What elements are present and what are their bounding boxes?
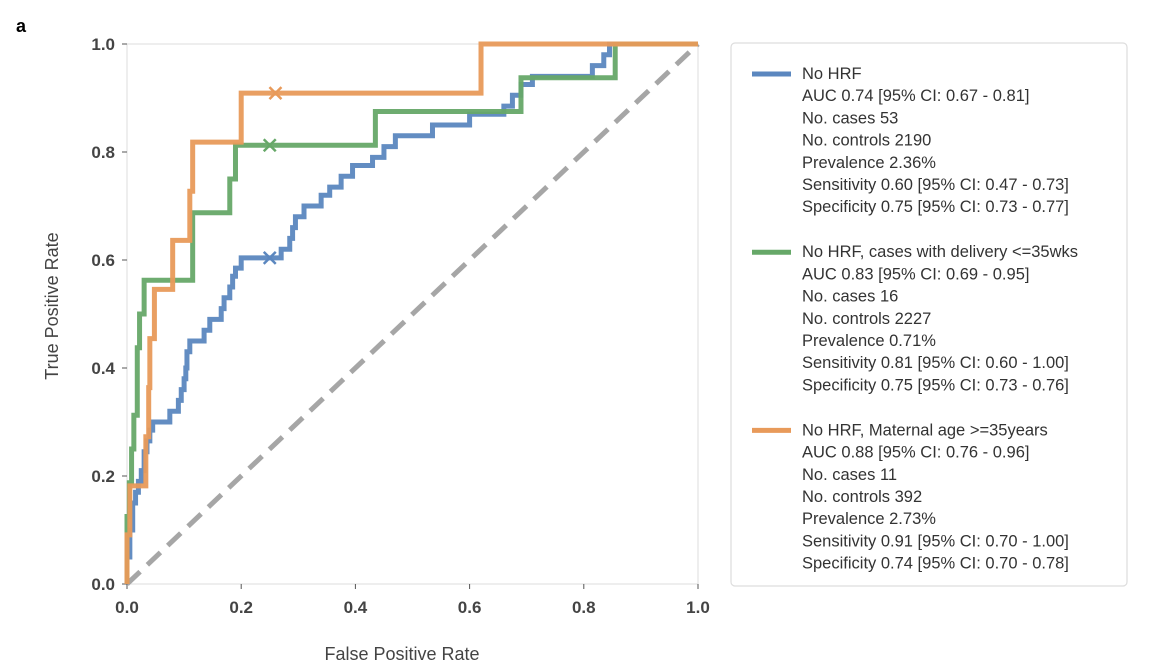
x-tick-label: 0.4 <box>344 598 368 617</box>
legend-entry-3: No HRF, Maternal age >=35years AUC 0.88 [… <box>752 421 1069 573</box>
legend-stat-line: Prevalence 2.36% <box>802 154 936 172</box>
legend-stat-line: No. controls 2227 <box>802 310 931 328</box>
y-tick-label: 0.2 <box>91 467 115 486</box>
y-axis: 0.0 0.2 0.4 0.6 0.8 1.0 <box>91 35 127 594</box>
legend-stat-line: Specificity 0.75 [95% CI: 0.73 - 0.77] <box>802 198 1069 216</box>
legend-stat-line: No. controls 392 <box>802 488 922 506</box>
legend-frame <box>730 42 1128 587</box>
legend: No HRF AUC 0.74 [95% CI: 0.67 - 0.81] No. … <box>730 42 1128 587</box>
legend-stat-line: Prevalence 2.73% <box>802 510 936 528</box>
legend-stat-line: Sensitivity 0.60 [95% CI: 0.47 - 0.73] <box>802 176 1069 194</box>
x-tick-label: 0.8 <box>572 598 596 617</box>
legend-stat-line: Specificity 0.75 [95% CI: 0.73 - 0.76] <box>802 376 1069 394</box>
legend-stat-line: AUC 0.74 [95% CI: 0.67 - 0.81] <box>802 87 1029 105</box>
y-tick-label: 0.8 <box>91 143 115 162</box>
legend-entry-1: No HRF AUC 0.74 [95% CI: 0.67 - 0.81] No. … <box>752 65 1069 216</box>
legend-stat-line: Specificity 0.74 [95% CI: 0.70 - 0.78] <box>802 555 1069 573</box>
legend-stat-line: Sensitivity 0.81 [95% CI: 0.60 - 1.00] <box>802 354 1069 372</box>
x-axis: 0.0 0.2 0.4 0.6 0.8 1.0 <box>115 584 710 617</box>
series-layer <box>124 41 698 584</box>
legend-entry-2: No HRF, cases with delivery <=35wks AUC 0… <box>752 243 1078 394</box>
x-tick-label: 1.0 <box>686 598 710 617</box>
operating-point-marker-3 <box>268 86 283 101</box>
legend-series-name: No HRF, Maternal age >=35years <box>802 421 1048 439</box>
y-axis-title: True Positive Rate <box>42 232 62 379</box>
legend-stat-line: Sensitivity 0.91 [95% CI: 0.70 - 1.00] <box>802 532 1069 550</box>
operating-point-marker-2 <box>262 138 277 153</box>
legend-stat-line: AUC 0.83 [95% CI: 0.69 - 0.95] <box>802 265 1029 283</box>
legend-stat-line: Prevalence 0.71% <box>802 332 936 350</box>
reference-diagonal-line <box>125 42 700 586</box>
x-tick-label: 0.2 <box>229 598 253 617</box>
x-tick-label: 0.0 <box>115 598 139 617</box>
legend-stat-line: No. cases 16 <box>802 288 898 306</box>
x-tick-label: 0.6 <box>458 598 482 617</box>
y-tick-label: 1.0 <box>91 35 115 54</box>
reference-line-layer <box>125 42 700 586</box>
operating-point-marker-1 <box>262 250 277 265</box>
roc-curve-series-3 <box>124 41 698 584</box>
legend-stat-line: No. cases 53 <box>802 109 898 127</box>
legend-stat-line: No. cases 11 <box>802 466 897 484</box>
y-tick-label: 0.0 <box>91 575 115 594</box>
legend-stat-line: AUC 0.88 [95% CI: 0.76 - 0.96] <box>802 444 1029 462</box>
legend-series-name: No HRF, cases with delivery <=35wks <box>802 243 1078 261</box>
plot-area: 0.0 0.2 0.4 0.6 0.8 1.0 0.0 0.2 0.4 0.6 0.8 1.0 <box>91 35 709 617</box>
y-tick-label: 0.4 <box>91 359 115 378</box>
x-axis-title: False Positive Rate <box>324 644 479 664</box>
legend-series-name: No HRF <box>802 65 862 83</box>
roc-curve-series-2 <box>124 41 698 584</box>
panel-label: a <box>16 16 27 36</box>
y-tick-label: 0.6 <box>91 251 115 270</box>
legend-stat-line: No. controls 2190 <box>802 132 931 150</box>
